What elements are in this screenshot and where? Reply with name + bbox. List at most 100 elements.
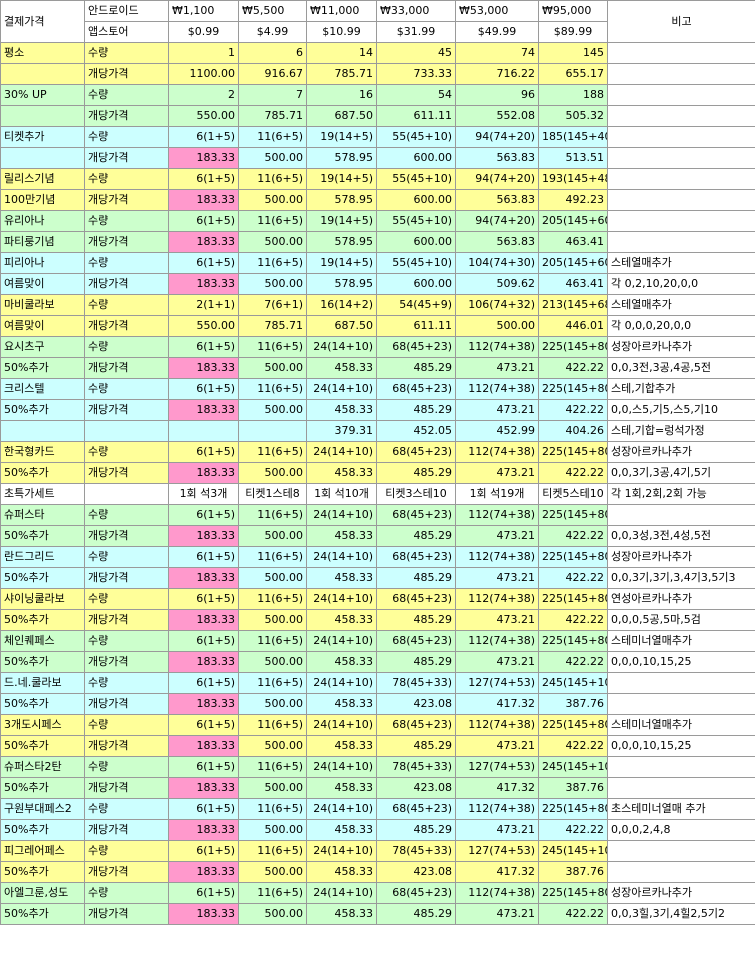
value-cell: 485.29 xyxy=(376,903,456,925)
table-row: 개당가격 1100.00 916.67 785.71 733.33 716.22 655.1… xyxy=(0,63,755,85)
row-type-cell: 수량 xyxy=(84,882,169,904)
android-price-cell: ₩95,000 xyxy=(538,0,608,22)
value-cell: 183.33 xyxy=(168,651,239,673)
value-cell: 733.33 xyxy=(376,63,456,85)
table-row: 아엘그룬,성도 수량 6(1+5) 11(6+5) 24(14+10) 68(45+23)… xyxy=(0,882,755,904)
value-cell: 68(45+23) xyxy=(376,378,456,400)
value-cell: 6 xyxy=(238,42,307,64)
value-cell: 458.33 xyxy=(306,357,377,379)
value-cell: 24(14+10) xyxy=(306,504,377,526)
table-row: 여름맞이 개당가격 550.00 785.71 687.50 611.11 500.00 44… xyxy=(0,315,755,337)
value-cell: 473.21 xyxy=(455,609,539,631)
value-cell: 458.33 xyxy=(306,819,377,841)
value-cell: 6(1+5) xyxy=(168,882,239,904)
value-cell: 106(74+32) xyxy=(455,294,539,316)
row-type-cell: 수량 xyxy=(84,714,169,736)
row-type-cell: 수량 xyxy=(84,84,169,106)
value-cell: 112(74+38) xyxy=(455,441,539,463)
value-cell: 458.33 xyxy=(306,609,377,631)
table-row: 구원부대페스2 수량 6(1+5) 11(6+5) 24(14+10) 68(45+23)… xyxy=(0,798,755,820)
value-cell: 500.00 xyxy=(238,273,307,295)
value-cell: 11(6+5) xyxy=(238,378,307,400)
value-cell: 423.08 xyxy=(376,693,456,715)
value-cell: 500.00 xyxy=(455,315,539,337)
value-cell: 458.33 xyxy=(306,462,377,484)
remark-cell: 스테미너열매추가 xyxy=(607,630,755,652)
value-cell: 11(6+5) xyxy=(238,630,307,652)
row-type-cell: 수량 xyxy=(84,210,169,232)
value-cell: 500.00 xyxy=(238,567,307,589)
value-cell: 500.00 xyxy=(238,399,307,421)
value-cell: 112(74+38) xyxy=(455,714,539,736)
android-price-cell: ₩1,100 xyxy=(168,0,239,22)
value-cell: 473.21 xyxy=(455,735,539,757)
event-label-cell: 크리스텔 xyxy=(0,378,85,400)
set-content-cell: 티켓3스테10 xyxy=(376,483,456,505)
value-cell: 6(1+5) xyxy=(168,714,239,736)
value-cell: 500.00 xyxy=(238,462,307,484)
remark-cell: 0,0,0,10,15,25 xyxy=(607,651,755,673)
value-cell: 1100.00 xyxy=(168,63,239,85)
value-cell: 45 xyxy=(376,42,456,64)
row-type-cell: 개당가격 xyxy=(84,63,169,85)
android-price-cell: ₩53,000 xyxy=(455,0,539,22)
event-label-cell: 50%추가 xyxy=(0,525,85,547)
value-cell: 485.29 xyxy=(376,735,456,757)
value-cell: 785.71 xyxy=(306,63,377,85)
remark-cell: 0,0,0,10,15,25 xyxy=(607,735,755,757)
value-cell: 11(6+5) xyxy=(238,798,307,820)
value-cell: 11(6+5) xyxy=(238,882,307,904)
value-cell: 500.00 xyxy=(238,903,307,925)
value-cell: 452.05 xyxy=(376,420,456,442)
value-cell: 500.00 xyxy=(238,357,307,379)
row-type-cell: 개당가격 xyxy=(84,462,169,484)
remark-cell xyxy=(607,126,755,148)
value-cell: 183.33 xyxy=(168,693,239,715)
value-cell: 24(14+10) xyxy=(306,798,377,820)
value-cell: 78(45+33) xyxy=(376,756,456,778)
remark-cell xyxy=(607,672,755,694)
value-cell: 463.41 xyxy=(538,231,608,253)
value-cell: 513.51 xyxy=(538,147,608,169)
table-row: 샤이닝쿨라보 수량 6(1+5) 11(6+5) 24(14+10) 68(45+23) 1… xyxy=(0,588,755,610)
value-cell: 485.29 xyxy=(376,651,456,673)
event-label-cell xyxy=(0,105,85,127)
set-content-cell: 1회 석3개 xyxy=(168,483,239,505)
table-row: 30% UP 수량 2 7 16 54 96 188 xyxy=(0,84,755,106)
value-cell: 2 xyxy=(168,84,239,106)
value-cell: 687.50 xyxy=(306,315,377,337)
row-type-cell: 개당가격 xyxy=(84,651,169,673)
value-cell: 24(14+10) xyxy=(306,882,377,904)
row-type-cell: 수량 xyxy=(84,756,169,778)
remark-cell: 0,0,3힐,3기,4힐2,5기2 xyxy=(607,903,755,925)
set-content-cell: 1회 석10개 xyxy=(306,483,377,505)
value-cell: 6(1+5) xyxy=(168,672,239,694)
value-cell: 417.32 xyxy=(455,861,539,883)
value-cell: 11(6+5) xyxy=(238,504,307,526)
remark-cell xyxy=(607,210,755,232)
remark-cell: 0,0,스5,기5,스5,기10 xyxy=(607,399,755,421)
value-cell: 458.33 xyxy=(306,861,377,883)
value-cell: 11(6+5) xyxy=(238,672,307,694)
value-cell: 225(145+80) xyxy=(538,588,608,610)
event-label-cell: 50%추가 xyxy=(0,462,85,484)
table-row: 초특가세트 1회 석3개 티켓1스테8 1회 석10개 티켓3스테10 1회 석19개 티켓… xyxy=(0,483,755,505)
table-row: 50%추가 개당가격 183.33 500.00 458.33 485.29 473.21 4… xyxy=(0,525,755,547)
table-row: 50%추가 개당가격 183.33 500.00 458.33 423.08 417.32 3… xyxy=(0,861,755,883)
value-cell: 68(45+23) xyxy=(376,336,456,358)
value-cell: 19(14+5) xyxy=(306,210,377,232)
value-cell xyxy=(168,420,239,442)
value-cell: 225(145+80) xyxy=(538,714,608,736)
value-cell: 492.23 xyxy=(538,189,608,211)
value-cell: 485.29 xyxy=(376,399,456,421)
row-type-cell: 수량 xyxy=(84,441,169,463)
remark-cell: 스테미너열매추가 xyxy=(607,714,755,736)
value-cell: 94(74+20) xyxy=(455,210,539,232)
table-row: 슈퍼스타 수량 6(1+5) 11(6+5) 24(14+10) 68(45+23) 112… xyxy=(0,504,755,526)
value-cell: 458.33 xyxy=(306,651,377,673)
table-row: 한국형카드 수량 6(1+5) 11(6+5) 24(14+10) 68(45+23) 11… xyxy=(0,441,755,463)
value-cell: 225(145+80) xyxy=(538,336,608,358)
value-cell: 68(45+23) xyxy=(376,441,456,463)
event-label-cell: 피리아나 xyxy=(0,252,85,274)
event-label-cell: 50%추가 xyxy=(0,777,85,799)
